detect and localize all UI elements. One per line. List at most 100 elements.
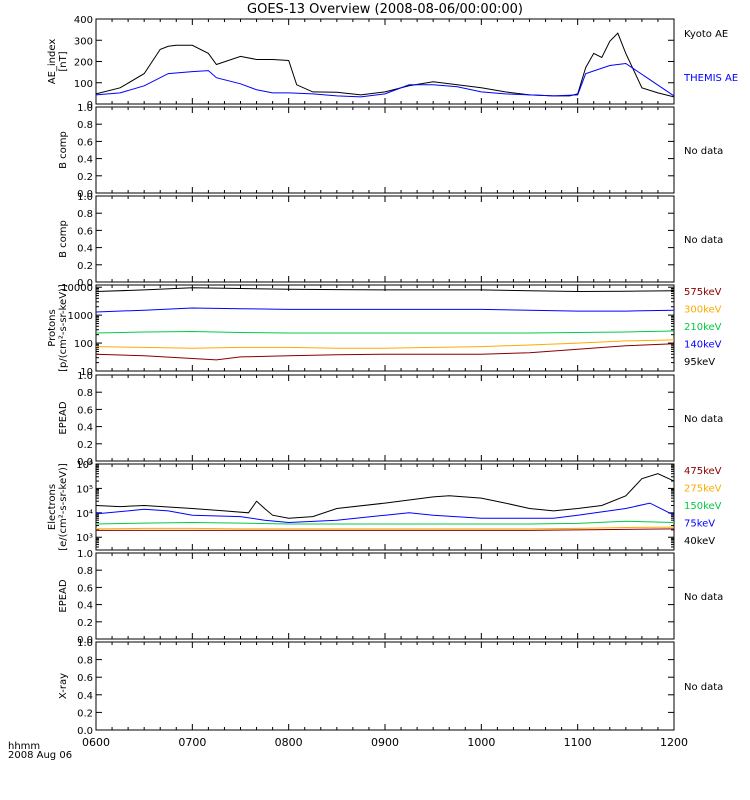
legend-label-75kev: 75keV (684, 519, 715, 530)
y-tick-label: 0.4 (77, 601, 93, 612)
y-tick-label: 0.0 (77, 726, 93, 737)
x-tick-label: 0800 (275, 736, 303, 749)
y-tick-label: 0.6 (77, 583, 93, 594)
legend-label-40kev: 40keV (684, 536, 715, 547)
x-tick-label: 0700 (178, 736, 206, 749)
series-line-75kev (95, 502, 675, 524)
panel-frame (95, 374, 675, 462)
series-line-themis-ae (95, 62, 675, 98)
y-tick-label: 0.4 (77, 691, 93, 702)
series-line-kyoto-ae (95, 32, 675, 98)
panel-frame (95, 195, 675, 283)
y-tick-label: 10⁶ (76, 460, 93, 471)
y-axis-label: X-ray (58, 673, 69, 699)
panel-electrons: 10³ 10⁴ 10⁵ 10⁶ Electrons [e/(cm²-s-sr-keV)] 4… (47, 460, 722, 551)
y-tick-label: 10⁵ (76, 484, 93, 495)
panel-epead-1: 0.0 0.2 0.4 0.6 0.8 1.0 EPEAD No data (58, 371, 723, 468)
y-tick-label: 0 (87, 100, 93, 111)
y-tick-label: 10⁴ (76, 509, 93, 520)
y-tick-label: 0.6 (77, 405, 93, 416)
series-line-475kev (96, 528, 675, 531)
panel-frame (95, 641, 675, 731)
y-axis-label: AE_index (47, 39, 58, 85)
y-tick-label: 10000 (61, 283, 93, 294)
no-data-label: No data (684, 682, 723, 693)
y-tick-label: 0.8 (77, 388, 93, 399)
y-tick-label: 1.0 (77, 371, 93, 382)
y-tick-label: 0.8 (77, 566, 93, 577)
no-data-label: No data (684, 592, 723, 603)
legend-label-themis-ae: THEMIS AE (683, 73, 738, 84)
panel-x-ray: 0.0 0.2 0.4 0.6 0.8 1.0 X-ray No data (58, 638, 723, 737)
y-tick-label: 1.0 (77, 638, 93, 649)
y-axis-label: B comp (58, 220, 69, 258)
series-line-275kev (95, 526, 675, 530)
panel-b-comp-2: 0.0 0.2 0.4 0.6 0.8 1.0 B comp No data (58, 192, 723, 289)
x-axis: 0600 0700 0800 0900 1000 1100 1200 (82, 736, 688, 749)
figure-title: GOES-13 Overview (2008-08-06/00:00:00) (247, 2, 523, 17)
y-tick-label: 10³ (76, 533, 93, 544)
x-label-hhmm: hhmm (8, 741, 40, 752)
legend-label-575kev: 575keV (684, 287, 722, 298)
y-axis-label: [nT] (58, 51, 69, 71)
y-tick-label: 300 (74, 36, 93, 47)
y-tick-label: 0.8 (77, 120, 93, 131)
legend-label-kyoto-ae: Kyoto AE (684, 29, 728, 40)
y-tick-label: 1000 (68, 311, 93, 322)
y-tick-label: 0.2 (77, 708, 93, 719)
x-tick-label: 0900 (371, 736, 399, 749)
y-tick-label: 0.6 (77, 673, 93, 684)
y-tick-label: 100 (74, 79, 93, 90)
y-tick-label: 1.0 (77, 192, 93, 203)
x-label-date: 2008 Aug 06 (8, 750, 72, 761)
y-tick-label: 1.0 (77, 549, 93, 560)
panel-protons: 10 100 1000 10000 Protons [p/(cm²-s-sr-keV)] 9… (47, 283, 722, 378)
y-tick-label: 0.6 (77, 137, 93, 148)
legend-label-95kev: 95keV (684, 357, 715, 368)
y-tick-label: 400 (74, 15, 93, 26)
y-tick-label: 0.4 (77, 244, 93, 255)
y-tick-label: 0.4 (77, 155, 93, 166)
y-tick-label: 100 (74, 339, 93, 350)
x-tick-label: 0600 (82, 736, 110, 749)
y-axis-label: EPEAD (58, 401, 69, 435)
panel-frame (95, 106, 675, 194)
y-axis-label: Electrons (47, 484, 58, 530)
y-axis-label: B comp (58, 131, 69, 169)
no-data-label: No data (684, 414, 723, 425)
y-axis-label: [e/(cm²-s-sr-keV)] (58, 463, 69, 551)
series-line-210kev (95, 330, 675, 334)
y-tick-label: 0.0 (77, 278, 93, 289)
y-tick-label: 0.2 (77, 172, 93, 183)
x-tick-label: 1100 (564, 736, 592, 749)
y-tick-label: 0.6 (77, 226, 93, 237)
y-tick-label: 0.0 (77, 189, 93, 200)
series-line-575kev (95, 343, 675, 361)
panel-frame (95, 552, 675, 640)
x-tick-label: 1200 (660, 736, 688, 749)
y-axis-label: Protons (47, 309, 58, 346)
legend-label-150kev: 150keV (684, 501, 722, 512)
y-axis-label: EPEAD (58, 579, 69, 613)
no-data-label: No data (684, 235, 723, 246)
y-tick-label: 0.0 (77, 635, 93, 646)
y-tick-label: 0.4 (77, 423, 93, 434)
panel-b-comp-1: 0.0 0.2 0.4 0.6 0.8 1.0 B comp No data (58, 103, 723, 200)
legend-label-300kev: 300keV (684, 305, 722, 316)
series-line-95kev (95, 287, 675, 293)
y-tick-label: 200 (74, 58, 93, 69)
series-line-300kev (95, 339, 675, 349)
y-axis-label: [p/(cm²-s-sr-keV)] (58, 284, 69, 372)
panel-ae-index: 0 100 200 300 400 AE_index [nT] Kyoto AE THEMIS … (47, 15, 738, 111)
panel-frame (95, 18, 675, 105)
panel-epead-2: 0.0 0.2 0.4 0.6 0.8 1.0 EPEAD No data (58, 549, 723, 646)
legend-label-210kev: 210keV (684, 322, 722, 333)
legend-label-140kev: 140keV (684, 340, 722, 351)
no-data-label: No data (684, 146, 723, 157)
legend-label-275kev: 275keV (684, 484, 722, 495)
series-line-140kev (95, 307, 675, 313)
y-tick-label: 0.0 (77, 457, 93, 468)
y-tick-label: 1.0 (77, 103, 93, 114)
y-tick-label: 0.2 (77, 440, 93, 451)
